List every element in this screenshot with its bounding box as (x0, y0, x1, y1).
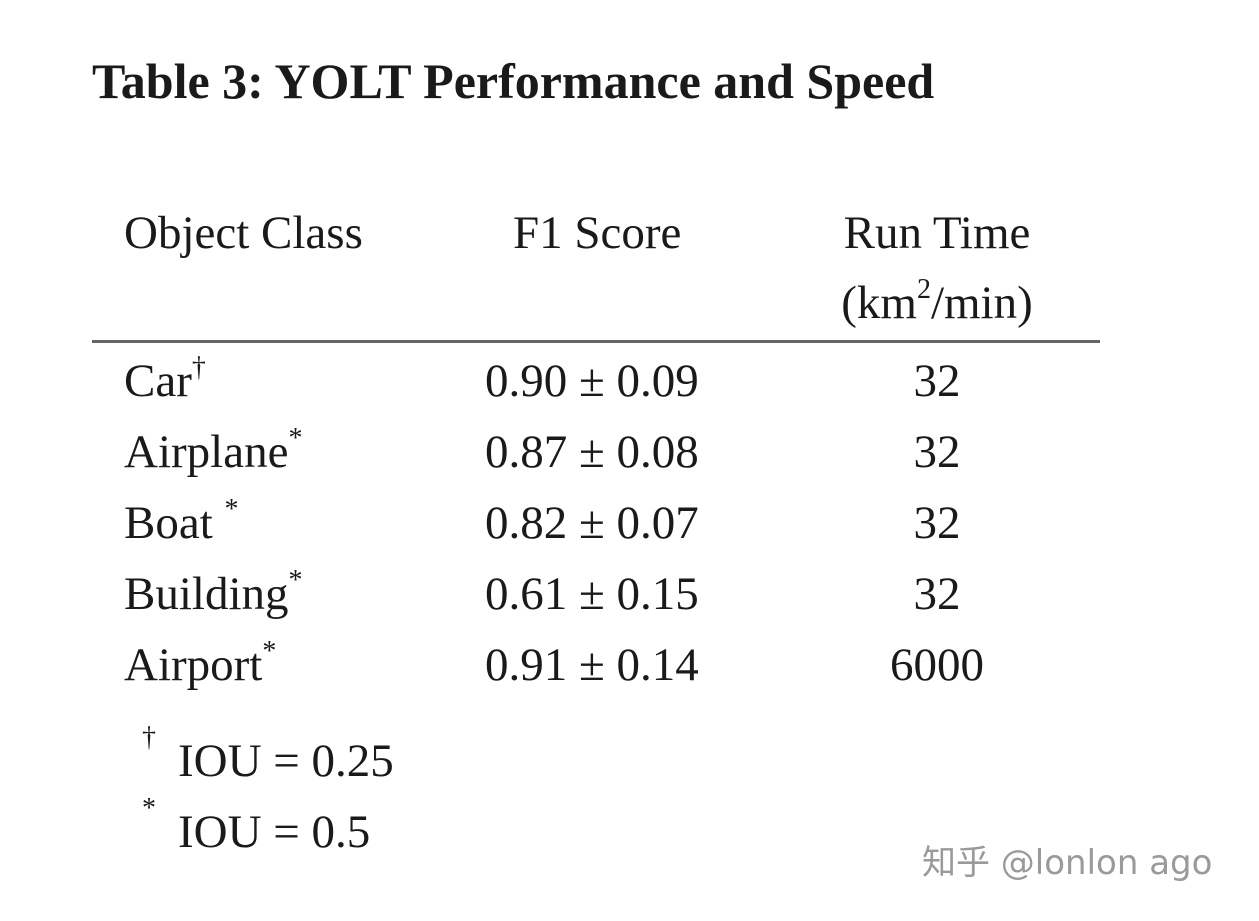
f1-cell: 0.87 ± 0.08 (485, 426, 699, 478)
class-name: Car (124, 355, 192, 407)
class-name: Airport (124, 639, 263, 691)
table-title: Table 3: YOLT Performance and Speed (92, 53, 935, 109)
class-cell: Airplane* (124, 425, 302, 478)
run-time-cell: 32 (913, 568, 961, 620)
class-cell: Airport* (124, 638, 276, 691)
header-cell: F1 Score (513, 207, 682, 259)
header-cell: Run Time (843, 207, 1031, 259)
unit-text: /min) (930, 277, 1033, 329)
class-name: Boat (124, 497, 225, 549)
class-cell: Car† (124, 354, 206, 407)
run-time-cell: 32 (913, 355, 961, 407)
header-cell: Object Class (124, 207, 363, 259)
run-time-cell: 6000 (890, 639, 984, 691)
class-cell: Boat * (124, 496, 239, 549)
unit-text: (km (841, 277, 917, 329)
f1-cell: 0.90 ± 0.09 (485, 355, 699, 407)
class-name: Airplane (124, 426, 289, 478)
f1-cell: 0.91 ± 0.14 (485, 639, 699, 691)
unit-superscript: 2 (916, 274, 931, 305)
footnote-marker: † (142, 722, 156, 753)
f1-cell: 0.61 ± 0.15 (485, 568, 699, 620)
class-marker: † (191, 352, 206, 383)
header-unit: (km2/min) (827, 276, 1047, 329)
class-name: Building (124, 568, 289, 620)
footnote-text: IOU = 0.25 (178, 735, 394, 787)
run-time-cell: 32 (913, 497, 961, 549)
class-marker: * (288, 423, 303, 454)
footnote-marker: * (142, 793, 156, 824)
run-time-cell: 32 (913, 426, 961, 478)
class-cell: Building* (124, 567, 303, 620)
class-marker: * (224, 494, 239, 525)
footnote-text: IOU = 0.5 (178, 806, 371, 858)
class-marker: * (262, 636, 277, 667)
watermark: 知乎 @lonlon ago (922, 843, 1213, 883)
class-marker: * (288, 565, 303, 596)
f1-cell: 0.82 ± 0.07 (485, 497, 699, 549)
header-rule (92, 340, 1100, 343)
